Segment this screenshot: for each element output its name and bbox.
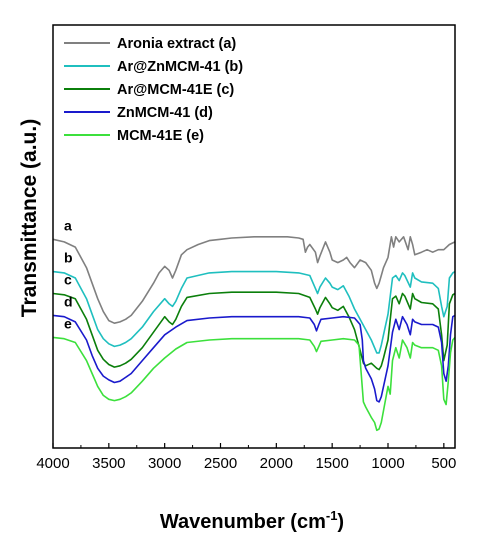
x-axis-title-close: ): [337, 511, 344, 533]
x-tick-label: 500: [431, 455, 456, 472]
series-line-d: [52, 314, 456, 403]
x-tick-label: 3500: [92, 455, 125, 472]
y-axis-title: Transmittance (a.u.): [18, 119, 41, 317]
curve-letter-d: d: [64, 293, 73, 309]
curves-layer: [52, 236, 456, 432]
curve-letter-e: e: [64, 315, 72, 331]
plot-frame: [52, 24, 456, 449]
legend-label-e: MCM-41E (e): [117, 128, 204, 144]
x-tick-label: 4000: [36, 455, 69, 472]
x-axis-title-superscript: -1: [326, 508, 338, 523]
x-axis-title-main: Wavenumber (cm: [160, 511, 326, 533]
x-tick-label: 3000: [148, 455, 181, 472]
curve-letter-a: a: [64, 217, 72, 233]
legend-label-c: Ar@MCM-41E (c): [117, 82, 234, 98]
curve-letter-b: b: [64, 250, 73, 266]
legend-label-b: Ar@ZnMCM-41 (b): [117, 59, 243, 75]
legend-label-a: Aronia extract (a): [117, 36, 236, 52]
x-tick-label: 2500: [204, 455, 237, 472]
series-line-b: [52, 270, 456, 354]
series-line-c: [52, 291, 456, 371]
curve-letter-c: c: [64, 272, 72, 288]
legend-label-d: ZnMCM-41 (d): [117, 105, 213, 121]
x-tick-label: 2000: [260, 455, 293, 472]
x-tick-label: 1000: [371, 455, 404, 472]
series-line-a: [52, 236, 456, 324]
x-axis-title: Wavenumber (cm-1): [160, 508, 344, 533]
x-tick-label: 1500: [315, 455, 348, 472]
x-axis-ticks: 4000 3500 3000 2500 2000 1500 1000 500: [36, 443, 456, 472]
legend: Aronia extract (a) Ar@ZnMCM-41 (b) Ar@MCM-…: [64, 36, 243, 144]
series-line-e: [52, 336, 456, 432]
